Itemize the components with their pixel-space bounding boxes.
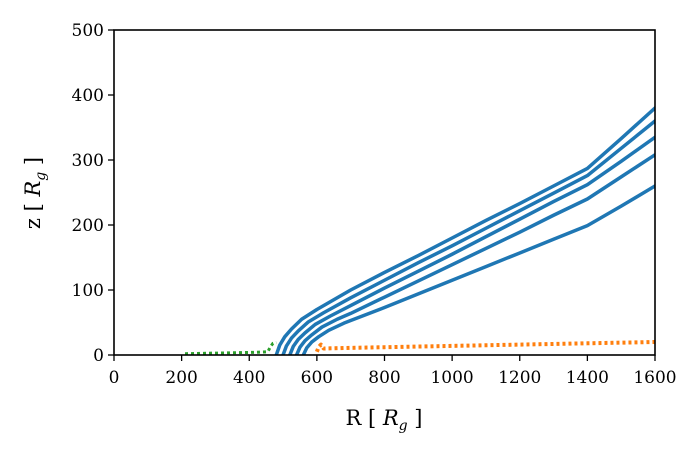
series-line-4: [294, 153, 655, 355]
y-tick-label: 100: [72, 281, 104, 301]
y-tick-label: 200: [72, 216, 104, 236]
x-tick-label: 800: [368, 368, 400, 388]
x-tick-label: 1000: [430, 368, 473, 388]
x-tick-label: 0: [109, 368, 120, 388]
y-tick-label: 300: [72, 151, 104, 171]
y-tick-label: 500: [72, 21, 104, 41]
x-tick-label: 200: [165, 368, 197, 388]
y-axis-label: z [ Rg ]: [21, 157, 49, 229]
x-tick-label: 1400: [566, 368, 609, 388]
x-tick-label: 400: [233, 368, 265, 388]
y-tick-label: 400: [72, 86, 104, 106]
series-line-3: [288, 135, 655, 355]
series-line-6: [184, 341, 277, 355]
x-axis-label: R [ Rg ]: [345, 406, 422, 434]
series-line-5: [301, 184, 655, 355]
series-line-7: [315, 340, 655, 353]
series-line-2: [281, 119, 655, 355]
series-line-1: [274, 106, 655, 355]
x-tick-label: 1200: [498, 368, 541, 388]
y-axis-ticks: 0 100 200 300 400 500: [72, 21, 114, 366]
x-tick-label: 1600: [633, 368, 676, 388]
x-axis-ticks: 0 200 400 600 800 1000 1200 1400 1600: [109, 355, 677, 388]
y-tick-label: 0: [93, 346, 104, 366]
series-lines: [184, 106, 655, 355]
x-tick-label: 600: [301, 368, 333, 388]
